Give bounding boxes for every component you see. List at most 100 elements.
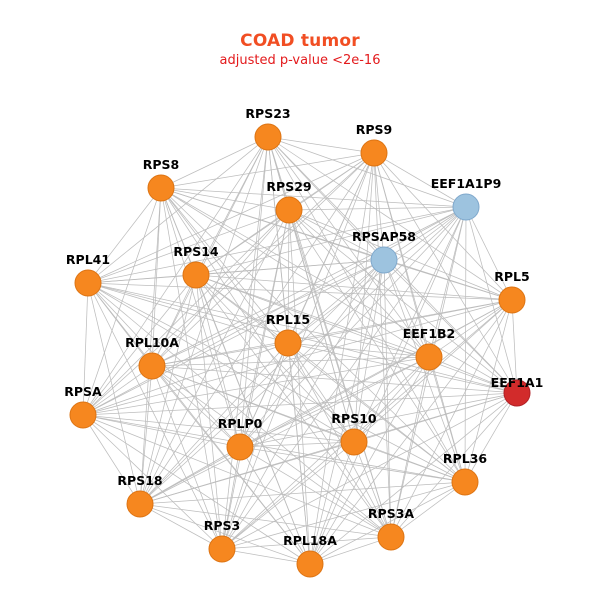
edge-RPL5-RPS3A [390, 299, 513, 538]
edge-RPL5-RPS3 [221, 299, 513, 550]
edge-RPS3-RPL18A [221, 548, 311, 565]
edge-RPS14-RPL5 [195, 274, 513, 301]
edge-RPSA-RPS18 [82, 414, 141, 505]
edge-EEF1B2-RPSA [82, 356, 430, 416]
edge-RPS23-RPL10A [151, 136, 269, 367]
edge-RPSAP58-RPL18A [309, 259, 385, 565]
edge-RPS18-RPS3 [139, 503, 223, 550]
edge-RPL41-RPS10 [87, 282, 355, 443]
edge-RPL10A-RPS18 [139, 365, 153, 505]
edge-RPS9-RPL5 [373, 152, 513, 301]
node-RPS9 [360, 139, 388, 167]
edge-RPS23-RPL5 [267, 136, 513, 301]
node-label-RPLP0: RPLP0 [218, 416, 263, 431]
edge-RPLP0-RPL18A [239, 446, 311, 565]
edge-RPS8-RPL41 [87, 187, 162, 284]
edge-RPS29-RPL41 [87, 209, 290, 284]
edge-EEF1A1P9-RPLP0 [239, 206, 467, 448]
node-label-RPS3: RPS3 [204, 518, 241, 533]
edge-RPS9-RPS18 [139, 152, 375, 505]
edge-RPL5-EEF1B2 [428, 299, 513, 358]
edge-EEF1A1P9-RPL15 [287, 206, 467, 344]
edge-EEF1A1P9-RPSA [82, 206, 467, 416]
edge-RPL10A-EEF1A1 [151, 365, 518, 394]
edge-RPS8-EEF1A1P9 [160, 187, 467, 208]
edge-EEF1A1-RPL18A [309, 392, 518, 565]
node-RPSA [69, 401, 97, 429]
edge-RPL41-RPS3 [87, 282, 223, 550]
edge-RPS10-RPS3A [353, 441, 392, 538]
edge-RPL41-RPS3A [87, 282, 392, 538]
edge-RPL15-RPS10 [287, 342, 355, 443]
edge-RPS9-EEF1A1P9 [373, 152, 467, 208]
plot-title: COAD tumor [240, 31, 360, 51]
edge-EEF1A1P9-RPL41 [87, 206, 467, 284]
edge-RPS14-RPS18 [139, 274, 197, 505]
node-RPS29 [275, 196, 303, 224]
node-RPL5 [498, 286, 526, 314]
edge-EEF1A1-RPSA [82, 392, 518, 416]
edge-RPSA-RPLP0 [82, 414, 241, 448]
edge-RPS29-RPS3A [288, 209, 392, 538]
node-RPLP0 [226, 433, 254, 461]
node-RPS8 [147, 174, 175, 202]
edge-RPS8-EEF1A1 [160, 187, 518, 394]
edge-RPL41-EEF1B2 [87, 282, 430, 358]
plot-subtitle: adjusted p-value <2e-16 [219, 53, 381, 68]
edge-RPLP0-RPS18 [139, 446, 241, 505]
edge-RPS23-RPS9 [267, 136, 375, 154]
edge-RPL41-RPL15 [87, 282, 289, 344]
edge-RPL5-RPS18 [139, 299, 513, 505]
edges-layer [82, 136, 518, 565]
node-RPSAP58 [370, 246, 398, 274]
node-RPL41 [74, 269, 102, 297]
node-RPS3A [377, 523, 405, 551]
node-label-RPS8: RPS8 [143, 157, 180, 172]
edge-RPS8-RPLP0 [160, 187, 241, 448]
edge-RPS14-EEF1A1 [195, 274, 518, 394]
node-RPS3 [208, 535, 236, 563]
edge-RPL5-RPL10A [151, 299, 513, 367]
node-label-EEF1B2: EEF1B2 [403, 326, 456, 341]
edge-RPL10A-RPLP0 [151, 365, 241, 448]
edge-RPSAP58-RPL10A [151, 259, 385, 367]
edge-RPS8-EEF1B2 [160, 187, 430, 358]
node-label-EEF1A1P9: EEF1A1P9 [431, 176, 502, 191]
edge-RPL15-RPLP0 [239, 342, 289, 448]
node-label-RPS10: RPS10 [331, 411, 376, 426]
edge-RPL10A-RPS3A [151, 365, 392, 538]
edge-RPLP0-RPL36 [239, 446, 466, 483]
edge-RPL10A-EEF1B2 [151, 356, 430, 367]
node-RPL36 [451, 468, 479, 496]
node-label-EEF1A1: EEF1A1 [491, 375, 544, 390]
edge-RPS29-RPL18A [288, 209, 311, 565]
edge-RPS18-RPL18A [139, 503, 311, 565]
edge-RPS10-RPL36 [353, 441, 466, 483]
node-EEF1A1 [503, 379, 531, 407]
edge-RPS14-RPL36 [195, 274, 466, 483]
edge-RPS8-RPS10 [160, 187, 355, 443]
edge-EEF1A1P9-EEF1B2 [428, 206, 467, 358]
edge-RPL10A-RPSA [82, 365, 153, 416]
edge-RPL36-RPS3A [390, 481, 466, 538]
edge-EEF1B2-RPL36 [428, 356, 466, 483]
edge-RPS29-RPL15 [287, 209, 290, 344]
edge-RPL5-RPL18A [309, 299, 513, 565]
edge-RPS14-RPL41 [87, 274, 197, 284]
edge-EEF1B2-RPL18A [309, 356, 430, 565]
edge-RPS29-EEF1A1P9 [288, 206, 467, 211]
edge-EEF1A1P9-RPL10A [151, 206, 467, 367]
edge-RPSA-RPL18A [82, 414, 311, 565]
node-label-RPL41: RPL41 [66, 252, 110, 267]
edge-EEF1B2-RPS18 [139, 356, 430, 505]
edge-RPS8-RPSA [82, 187, 162, 416]
edge-RPL41-RPL5 [87, 282, 513, 301]
edge-RPL5-EEF1A1 [511, 299, 518, 394]
edge-RPL36-RPL18A [309, 481, 466, 565]
node-RPL18A [296, 550, 324, 578]
edge-RPL15-RPL10A [151, 342, 289, 367]
edge-RPS9-RPS8 [160, 152, 375, 189]
node-label-RPS9: RPS9 [356, 122, 393, 137]
edge-RPS23-RPL36 [267, 136, 466, 483]
